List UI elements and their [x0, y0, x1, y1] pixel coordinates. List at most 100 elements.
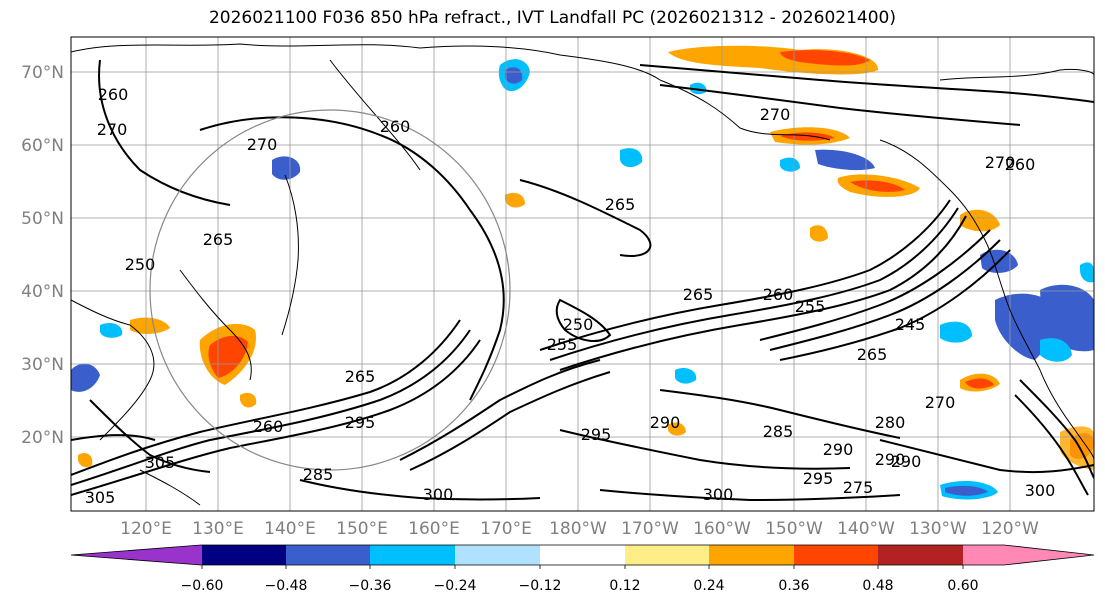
contour-label: 270 [247, 135, 278, 154]
contour-label: 290 [891, 452, 922, 471]
colorbar-segment [625, 545, 709, 565]
contour-line [539, 199, 951, 351]
colorbar-tick-label: −0.36 [349, 578, 392, 594]
negative-anomaly-patch [945, 485, 988, 496]
contour-line [555, 298, 612, 342]
colorbar: −0.60 −0.48 −0.36 −0.24 −0.12 0.12 0.24 0.36 0.4… [70, 544, 1095, 594]
colorbar-tick-label: 0.12 [609, 578, 640, 594]
longitude-label: 170°W [621, 519, 679, 539]
contour-label: 265 [857, 345, 888, 364]
negative-anomaly-patch [272, 156, 301, 180]
coastline [71, 299, 155, 441]
negative-anomaly-patch [1040, 284, 1094, 352]
contour-label: 270 [760, 105, 791, 124]
contour-line [559, 215, 967, 371]
positive-anomaly-patch [505, 192, 525, 208]
coastline [329, 59, 421, 171]
longitude-label: 140°W [837, 519, 895, 539]
negative-anomaly-patch [505, 67, 523, 84]
coastline [879, 139, 1094, 461]
contour-label: 270 [97, 120, 128, 139]
negative-anomaly-patch [620, 148, 643, 168]
contour-label: 290 [823, 440, 854, 459]
colorbar-outline [70, 544, 1095, 566]
positive-anomaly-patch [780, 50, 870, 66]
contour-label: 250 [563, 315, 594, 334]
colorbar-segment [709, 545, 794, 565]
colorbar-segment [286, 545, 370, 565]
contour-line [299, 479, 541, 501]
latitude-label: 30°N [21, 355, 64, 375]
contour-line [1019, 379, 1094, 479]
positive-anomaly-patch [668, 422, 686, 436]
contour-line [769, 239, 1001, 351]
contour-line [71, 339, 481, 496]
contour-label: 260 [98, 85, 129, 104]
contour-label: 255 [547, 335, 578, 354]
longitude-label: 120°E [120, 519, 172, 539]
contour-label: 255 [795, 297, 826, 316]
colorbar-extend-high [1004, 545, 1094, 565]
latitude-label: 60°N [21, 136, 64, 156]
longitude-label: 150°E [336, 519, 388, 539]
contour-line [71, 434, 156, 441]
colorbar-segment [455, 545, 540, 565]
contour-label: 285 [303, 465, 334, 484]
contour-label: 290 [650, 413, 681, 432]
colorbar-tick-label: 0.24 [693, 578, 724, 594]
colorbar-segment [540, 545, 625, 565]
contour-line [659, 389, 901, 439]
colorbar-tick-label: −0.48 [265, 578, 308, 594]
positive-anomaly-patch [960, 209, 1000, 232]
latitude-labels: 70°N 60°N 50°N 40°N 30°N 20°N [21, 63, 64, 448]
longitude-label: 120°W [981, 519, 1039, 539]
positive-anomaly-patch [965, 378, 994, 389]
colorbar-segment [963, 545, 1004, 565]
graticule [71, 37, 1094, 511]
contour-label: 275 [843, 478, 874, 497]
reference-circle [149, 109, 511, 471]
longitude-label: 180°W [549, 519, 607, 539]
longitude-label: 160°W [693, 519, 751, 539]
contour-line [759, 229, 991, 341]
contour-label: 295 [581, 425, 612, 444]
longitude-label: 130°E [192, 519, 244, 539]
colorbar-tick-label: −0.24 [434, 578, 477, 594]
positive-anomaly-patch [78, 453, 93, 468]
contour-line [559, 429, 851, 470]
latitude-label: 40°N [21, 282, 64, 302]
contour-label: 260 [253, 417, 284, 436]
contour-label: 265 [605, 195, 636, 214]
contour-label: 245 [895, 315, 926, 334]
contour-label: 265 [203, 230, 234, 249]
colorbar-tick-label: 0.48 [862, 578, 893, 594]
longitude-labels: 120°E 130°E 140°E 150°E 160°E 170°E 180°W 170°W… [120, 519, 1039, 539]
contour-label: 295 [803, 469, 834, 488]
contour-line [519, 179, 652, 257]
colorbar-segment [202, 545, 286, 565]
colorbar-segment [370, 545, 455, 565]
longitude-label: 130°W [909, 519, 967, 539]
negative-anomaly-patch [940, 321, 972, 343]
contour-label: 300 [703, 485, 734, 504]
contour-line [639, 64, 1094, 103]
longitude-label: 140°E [264, 519, 316, 539]
latitude-label: 70°N [21, 63, 64, 83]
colorbar-segment [878, 545, 963, 565]
longitude-label: 170°E [480, 519, 532, 539]
colorbar-extend-low [71, 545, 201, 565]
contour-line [409, 371, 611, 471]
contour-label: 280 [875, 413, 906, 432]
contour-label: 305 [145, 453, 176, 472]
contour-label: 300 [423, 485, 454, 504]
latitude-label: 20°N [21, 428, 64, 448]
coastline [71, 43, 661, 81]
contour-label: 270 [925, 393, 956, 412]
coastline [659, 79, 831, 141]
contour-label: 265 [683, 285, 714, 304]
negative-anomaly-patch [675, 368, 697, 384]
contour-line [71, 319, 461, 476]
colorbar-tick-label: 0.36 [778, 578, 809, 594]
negative-anomaly-patch [780, 157, 800, 172]
